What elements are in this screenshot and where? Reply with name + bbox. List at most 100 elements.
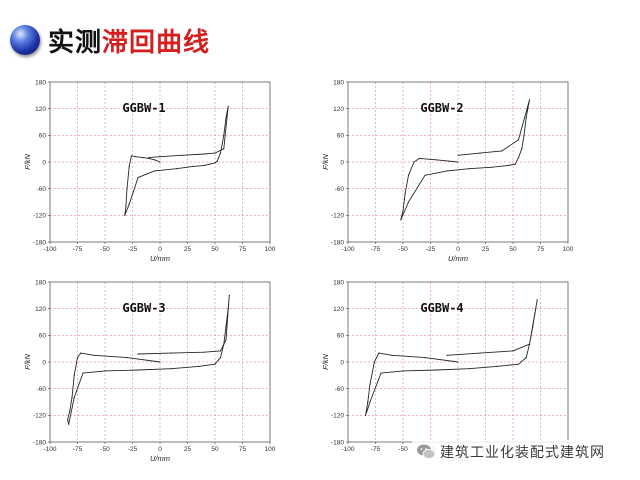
x-tick-label: -25 bbox=[128, 246, 138, 253]
data-point bbox=[181, 154, 183, 156]
data-point bbox=[214, 162, 216, 164]
data-point bbox=[512, 350, 514, 352]
data-point bbox=[223, 148, 225, 150]
data-point bbox=[225, 339, 227, 341]
data-point bbox=[435, 369, 437, 371]
hysteresis-chart-ggbw-4: -100-75-50-250255075100180120600-60-120-… bbox=[318, 272, 578, 467]
series-line bbox=[365, 299, 538, 416]
data-point bbox=[125, 205, 127, 207]
data-point bbox=[407, 201, 410, 203]
x-tick-label: -50 bbox=[100, 246, 110, 253]
data-point bbox=[225, 117, 227, 119]
data-point bbox=[223, 134, 225, 136]
data-point bbox=[521, 148, 523, 150]
data-point bbox=[404, 192, 406, 194]
data-point bbox=[479, 152, 481, 154]
chart-title: GGBW-2 bbox=[420, 101, 463, 115]
data-point bbox=[219, 152, 222, 154]
y-tick-label: -180 bbox=[331, 239, 344, 246]
y-tick-label: 180 bbox=[35, 79, 46, 86]
x-tick-label: -75 bbox=[371, 446, 381, 453]
data-point bbox=[457, 161, 459, 163]
data-point bbox=[219, 357, 222, 359]
x-tick-label: 25 bbox=[482, 246, 490, 253]
data-point bbox=[468, 368, 470, 370]
x-axis-label: U/mm bbox=[150, 454, 170, 463]
slide-title: 实测滞回曲线 bbox=[48, 22, 210, 59]
data-point bbox=[517, 139, 520, 141]
data-point bbox=[457, 154, 459, 156]
data-point bbox=[82, 372, 84, 374]
data-point bbox=[369, 383, 371, 385]
data-point bbox=[517, 157, 520, 159]
data-point bbox=[137, 353, 139, 355]
y-tick-label: -180 bbox=[33, 239, 46, 246]
data-point bbox=[367, 401, 369, 403]
x-tick-label: -75 bbox=[73, 446, 83, 453]
data-point bbox=[104, 370, 106, 372]
data-point bbox=[365, 414, 367, 416]
x-tick-label: -25 bbox=[128, 446, 138, 453]
data-point bbox=[369, 401, 371, 403]
data-point bbox=[170, 368, 172, 370]
y-tick-label: -180 bbox=[331, 439, 344, 446]
y-tick-label: 120 bbox=[333, 306, 344, 313]
x-tick-label: 100 bbox=[563, 246, 574, 253]
blue-sphere-bullet-icon bbox=[10, 25, 40, 55]
slide-title-part2: 滞回曲线 bbox=[102, 27, 211, 58]
y-tick-label: -60 bbox=[335, 186, 345, 193]
y-tick-label: 60 bbox=[39, 133, 47, 140]
data-point bbox=[159, 161, 161, 163]
data-point bbox=[402, 370, 404, 372]
y-axis-label: F/kN bbox=[23, 354, 32, 370]
data-point bbox=[148, 157, 150, 159]
y-tick-label: -120 bbox=[33, 213, 46, 220]
x-tick-label: 75 bbox=[239, 246, 247, 253]
y-tick-label: 120 bbox=[35, 306, 46, 313]
y-tick-label: 120 bbox=[35, 106, 46, 113]
chart-svg: -100-75-50-250255075100180120600-60-120-… bbox=[321, 279, 574, 463]
y-axis-label: F/kN bbox=[23, 154, 32, 170]
data-point bbox=[203, 153, 205, 155]
data-point bbox=[159, 361, 161, 363]
x-tick-label: 25 bbox=[184, 446, 192, 453]
y-tick-label: -120 bbox=[331, 413, 344, 420]
data-point bbox=[407, 174, 410, 176]
data-point bbox=[495, 365, 498, 367]
hysteresis-chart-ggbw-2: -100 -75 -50 -25 0 25 50 75 100 180 120 60 0 -60 -120 -… bbox=[318, 72, 578, 267]
data-point bbox=[373, 361, 375, 363]
y-tick-label: -60 bbox=[37, 386, 47, 393]
x-tick-label: 100 bbox=[265, 446, 276, 453]
data-point bbox=[378, 352, 380, 354]
y-tick-label: -180 bbox=[33, 439, 46, 446]
y-tick-label: 60 bbox=[337, 333, 345, 340]
x-axis-label: U/mm bbox=[448, 254, 468, 263]
data-point bbox=[153, 170, 156, 172]
data-point bbox=[424, 174, 426, 176]
data-point bbox=[93, 354, 95, 356]
data-point bbox=[227, 308, 229, 310]
y-tick-label: 0 bbox=[340, 359, 344, 366]
data-point bbox=[457, 361, 459, 363]
data-point bbox=[501, 150, 503, 152]
data-point bbox=[216, 160, 218, 162]
data-point bbox=[126, 188, 128, 190]
data-point bbox=[68, 423, 70, 425]
data-point bbox=[67, 419, 69, 421]
x-tick-label: -25 bbox=[426, 246, 436, 253]
x-tick-label: 75 bbox=[239, 446, 247, 453]
data-point bbox=[514, 163, 516, 165]
x-tick-label: -50 bbox=[398, 446, 408, 453]
y-tick-label: 120 bbox=[333, 106, 344, 113]
data-point bbox=[446, 354, 448, 356]
data-point bbox=[203, 351, 205, 353]
y-tick-label: -60 bbox=[37, 186, 47, 193]
data-point bbox=[534, 312, 536, 314]
data-point bbox=[203, 165, 205, 167]
hysteresis-chart-ggbw-1: -100 -75 -50 -25 0 25 50 75 100 180 120 60 0 -60 -120 -… bbox=[20, 72, 280, 267]
x-tick-label: 75 bbox=[537, 246, 545, 253]
data-point bbox=[124, 214, 126, 216]
data-point bbox=[400, 219, 402, 221]
data-point bbox=[227, 105, 229, 107]
y-tick-label: 180 bbox=[333, 279, 344, 286]
